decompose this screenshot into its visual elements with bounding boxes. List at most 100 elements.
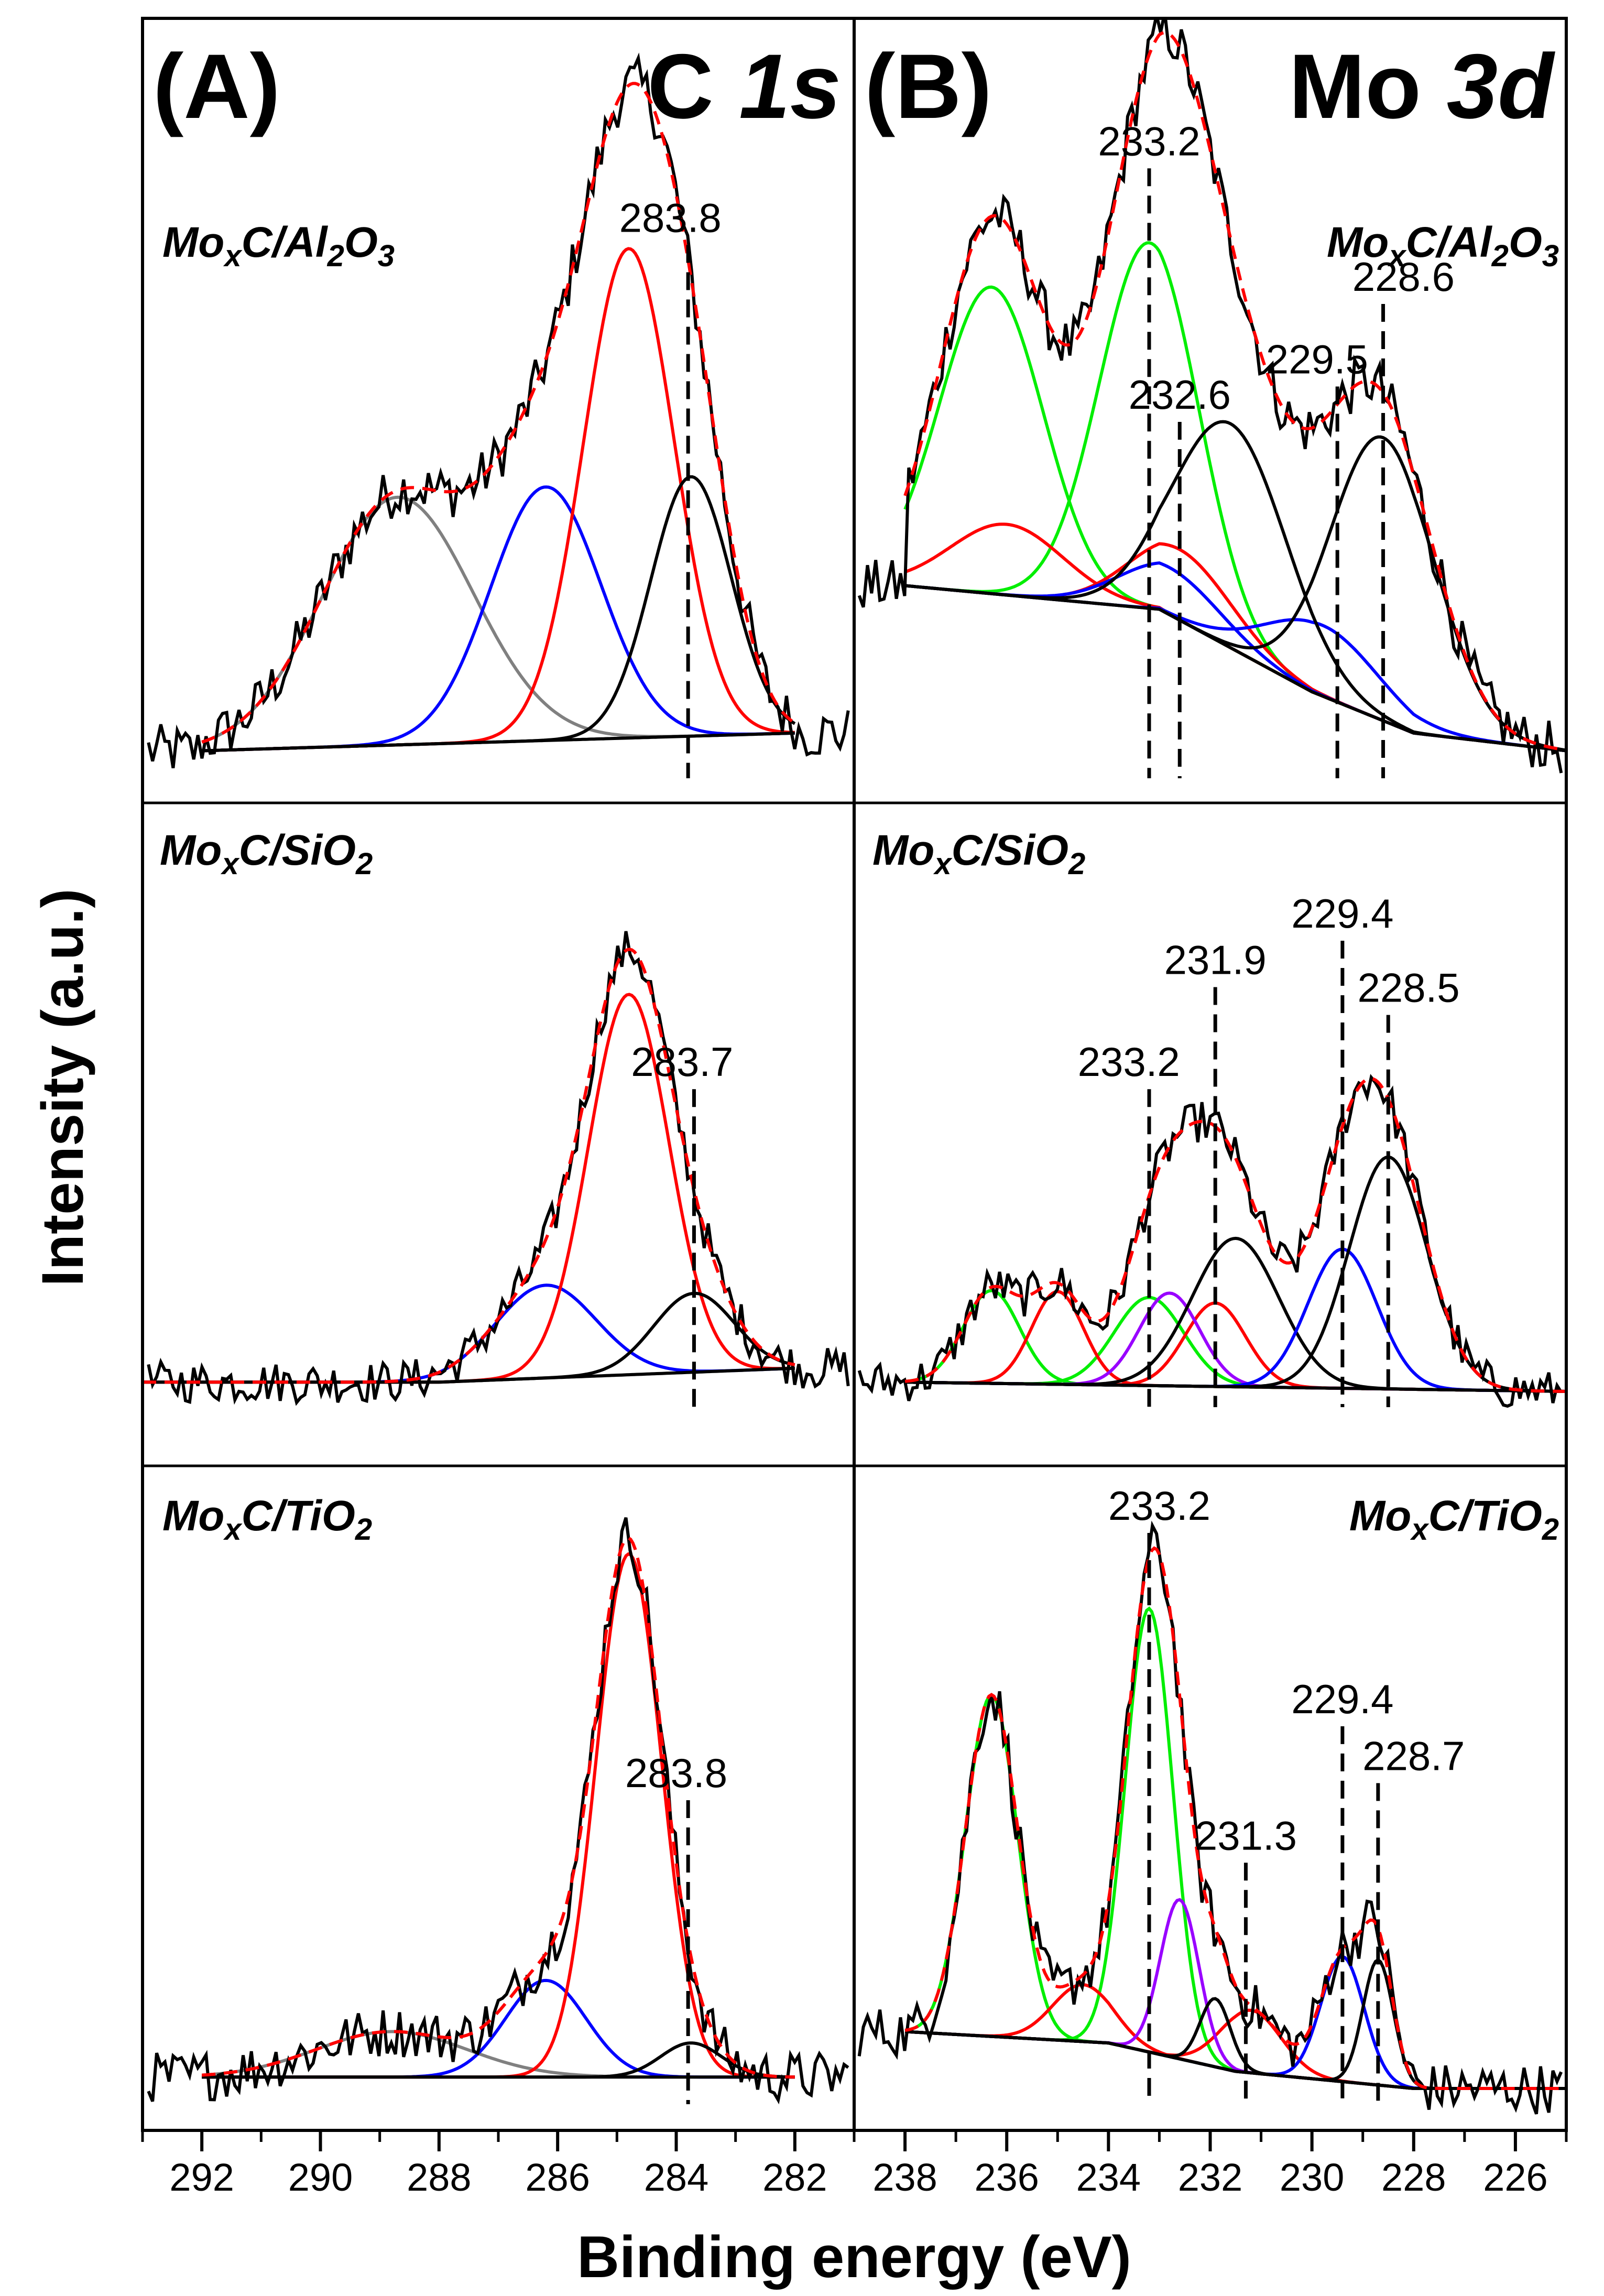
envelope-B-Al2O3 xyxy=(903,31,1565,752)
marker-label-B-SiO2-0: 233.2 xyxy=(1078,1039,1180,1085)
panel-A-TiO2: 283.8 xyxy=(147,1517,849,2105)
marker-label-B-SiO2-3: 228.5 xyxy=(1357,965,1459,1011)
marker-label-B-TiO2-0: 233.2 xyxy=(1108,1483,1210,1529)
tick-label-A-1: 290 xyxy=(288,2156,353,2199)
panel-B-SiO2: 233.2 231.9 229.4 228.5 xyxy=(857,890,1565,1408)
sample-a-row1-sub1: 2 xyxy=(327,239,344,273)
panel-B-TiO2: 233.2 231.3 229.4 228.7 xyxy=(857,1483,1565,2115)
marker-label-A-TiO2-0: 283.8 xyxy=(625,1750,727,1796)
sample-label-a-row1: MoxC/Al2O3 xyxy=(162,219,395,273)
tick-label-B-3: 232 xyxy=(1178,2156,1242,2199)
experimental-B-Al2O3 xyxy=(857,20,1563,774)
tick-label-A-3: 286 xyxy=(525,2156,590,2199)
sample-b-row1-x: x xyxy=(1387,239,1407,273)
tick-label-A-2: 288 xyxy=(407,2156,471,2199)
marker-label-B-Al2O3-1: 232.6 xyxy=(1129,372,1231,418)
panel-label-a: (A) xyxy=(153,36,280,138)
sample-a-row3-x: x xyxy=(223,1512,243,1547)
sample-b-row1-sub1: 2 xyxy=(1491,239,1509,273)
sample-b-row1-o: O xyxy=(1509,219,1542,266)
background-B-Al2O3 xyxy=(904,584,1565,753)
envelope-A-SiO2 xyxy=(144,948,795,1384)
peak-B-Al2O3-1 xyxy=(904,241,1565,753)
peak-A-SiO2-2 xyxy=(144,1291,795,1384)
peak-B-Al2O3-6 xyxy=(904,420,1565,753)
sample-b-row2-x: x xyxy=(933,847,953,881)
tick-label-A-4: 284 xyxy=(644,2156,708,2199)
sample-b-row1-sub2: 3 xyxy=(1542,239,1559,273)
background-A-Al2O3 xyxy=(202,731,795,753)
region-title-b: Mo 3d xyxy=(1289,36,1555,138)
figure-frame xyxy=(141,17,1568,2132)
sample-label-a-row2: MoxC/SiO2 xyxy=(160,826,373,881)
peak-A-TiO2-2 xyxy=(202,1552,795,2079)
region-title-a: C 1s xyxy=(647,36,841,138)
background-B-SiO2 xyxy=(905,1380,1565,1393)
sample-b-row3-mo: Mo xyxy=(1349,1492,1411,1540)
sample-a-row2-sub: 2 xyxy=(355,847,373,881)
sample-a-row1-x: x xyxy=(223,239,243,273)
sample-a-row2-mo: Mo xyxy=(160,826,222,874)
sample-b-row2-support: C/SiO xyxy=(952,826,1068,874)
x-axis-layer: 292 290 288 286 284 282 238 236 234 232 230 228 226 xyxy=(141,2130,1568,2199)
marker-label-B-TiO2-3: 228.7 xyxy=(1362,1733,1465,1779)
sample-label-a-row3: MoxC/TiO2 xyxy=(162,1492,372,1547)
envelope-A-Al2O3 xyxy=(201,82,796,744)
tick-label-B-5: 228 xyxy=(1381,2156,1446,2199)
experimental-B-SiO2 xyxy=(857,1074,1563,1408)
region-title-b-element: Mo xyxy=(1289,36,1421,138)
sample-a-row3-support: C/TiO xyxy=(242,1492,355,1540)
sample-b-row3-support: C/TiO xyxy=(1428,1492,1542,1540)
region-title-a-orbital: 1s xyxy=(739,36,841,138)
sample-a-row1-sub2: 3 xyxy=(378,239,395,273)
tick-label-B-6: 226 xyxy=(1483,2156,1547,2199)
sample-a-row2-x: x xyxy=(220,847,240,881)
background-A-SiO2 xyxy=(144,1366,795,1384)
sample-b-row3-x: x xyxy=(1410,1512,1430,1547)
panels-layer: 283.8 233.2 232.6 229.5 228.6 283.7 233.2 231.9… xyxy=(144,20,1565,2115)
tick-label-B-1: 236 xyxy=(974,2156,1039,2199)
x-axis-A: 292 290 288 286 284 282 xyxy=(141,2130,856,2199)
panel-label-b: (B) xyxy=(865,36,992,138)
tick-label-B-0: 238 xyxy=(872,2156,937,2199)
sample-a-row3-sub: 2 xyxy=(355,1512,372,1547)
experimental-A-SiO2 xyxy=(147,931,850,1406)
x-axis-title: Binding energy (eV) xyxy=(577,2224,1131,2290)
peak-B-TiO2-4 xyxy=(904,1898,1565,2090)
peak-B-TiO2-6 xyxy=(904,1997,1565,2090)
marker-label-A-Al2O3-0: 283.8 xyxy=(619,195,722,241)
sample-label-b-row2: MoxC/SiO2 xyxy=(872,826,1085,881)
marker-label-B-TiO2-1: 231.3 xyxy=(1195,1812,1297,1858)
peak-B-Al2O3-2 xyxy=(904,523,1565,753)
peak-B-TiO2-0 xyxy=(904,1693,1565,2090)
tick-label-A-5: 282 xyxy=(762,2156,827,2199)
peak-A-Al2O3-2 xyxy=(202,247,795,753)
peak-B-SiO2-5 xyxy=(905,1236,1565,1393)
marker-label-B-TiO2-2: 229.4 xyxy=(1291,1676,1393,1722)
peak-B-TiO2-3 xyxy=(904,2008,1565,2090)
sample-a-row2-support: C/SiO xyxy=(239,826,356,874)
marker-label-B-Al2O3-0: 233.2 xyxy=(1098,118,1200,164)
sample-a-row1-o: O xyxy=(344,219,378,266)
peak-B-Al2O3-0 xyxy=(903,285,1565,753)
peak-B-SiO2-7 xyxy=(905,1155,1565,1393)
tick-label-B-4: 230 xyxy=(1280,2156,1344,2199)
marker-label-B-Al2O3-3: 228.6 xyxy=(1352,254,1455,300)
sample-a-row1-mo: Mo xyxy=(162,219,224,266)
sample-a-row3-mo: Mo xyxy=(162,1492,224,1540)
panel-A-SiO2: 283.7 xyxy=(144,931,850,1407)
sample-b-row1-mo: Mo xyxy=(1327,219,1389,266)
peak-A-TiO2-0 xyxy=(201,2030,795,2079)
tick-label-A-0: 292 xyxy=(169,2156,234,2199)
sample-b-row2-mo: Mo xyxy=(872,826,934,874)
region-title-b-orbital: 3d xyxy=(1447,36,1555,138)
panel-B-Al2O3: 233.2 232.6 229.5 228.6 xyxy=(857,20,1565,778)
experimental-A-Al2O3 xyxy=(147,52,850,769)
x-axis-B: 238 236 234 232 230 228 226 xyxy=(853,2130,1568,2199)
sample-b-row3-sub: 2 xyxy=(1542,1512,1559,1547)
marker-label-B-Al2O3-2: 229.5 xyxy=(1266,336,1368,383)
sample-label-b-row3: MoxC/TiO2 xyxy=(1349,1492,1559,1547)
tick-label-B-2: 234 xyxy=(1076,2156,1141,2199)
envelope-A-TiO2 xyxy=(201,1536,795,2079)
